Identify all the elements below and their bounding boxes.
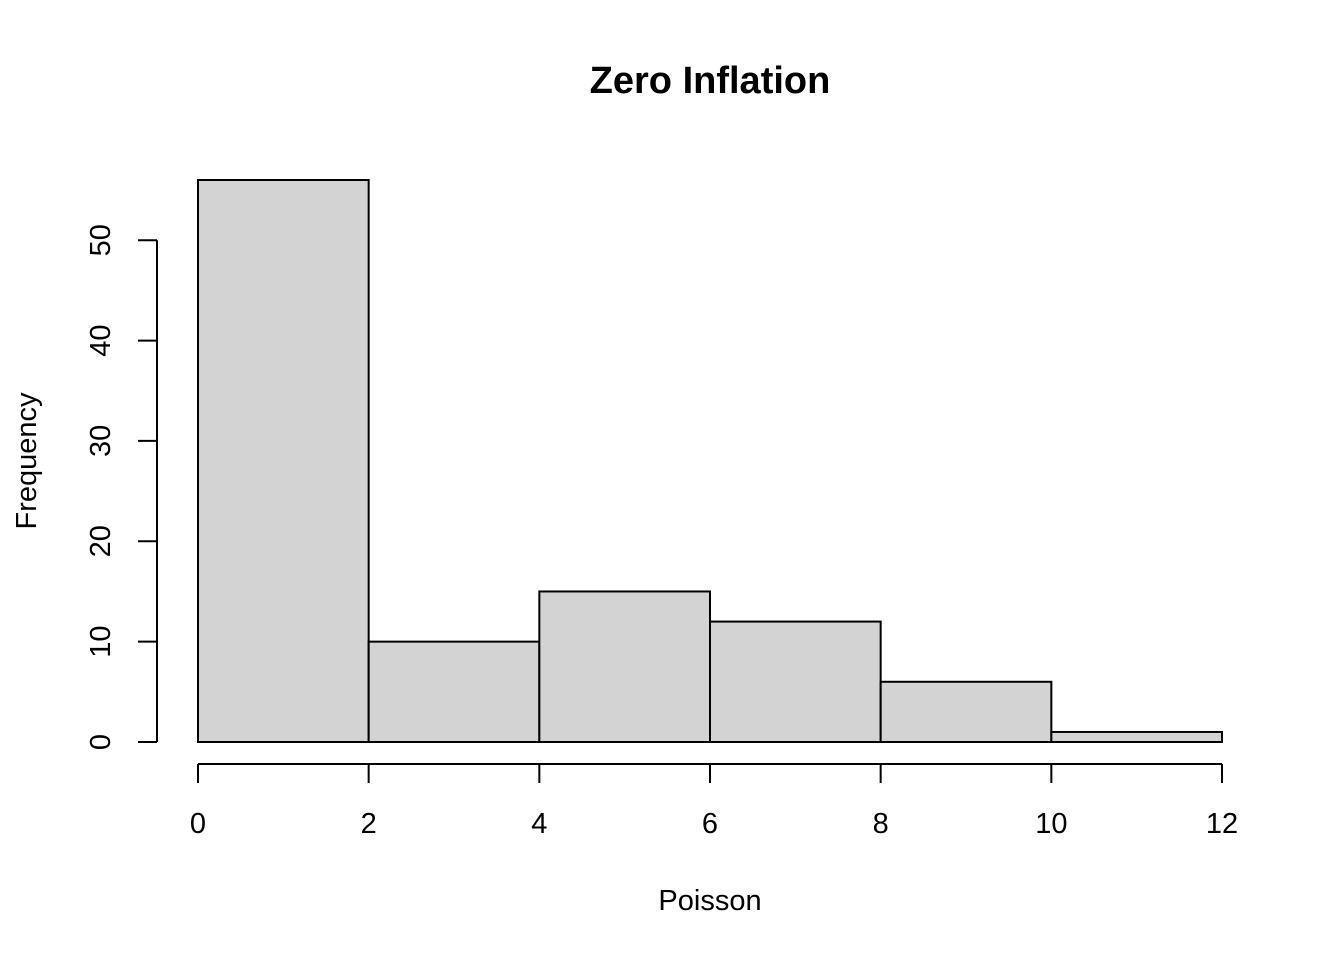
x-tick-label: 6 <box>702 808 718 840</box>
chart-title: Zero Inflation <box>590 60 831 102</box>
x-tick-label: 4 <box>531 808 547 840</box>
y-tick-label: 40 <box>85 324 117 356</box>
histogram-bar-2 <box>538 590 711 744</box>
histogram-bar-3 <box>709 620 882 743</box>
x-tick-label: 8 <box>873 808 889 840</box>
histogram-bar-0 <box>197 179 370 743</box>
y-tick-label: 30 <box>85 425 117 457</box>
histogram-bar-4 <box>879 680 1053 743</box>
y-tick-label: 0 <box>85 734 117 750</box>
y-axis-label: Frequency <box>11 392 43 530</box>
y-axis: 0 10 20 30 40 50 <box>85 224 158 750</box>
y-tick-label: 20 <box>85 525 117 557</box>
x-tick-label: 12 <box>1206 808 1238 840</box>
bars-group <box>197 179 1224 744</box>
y-tick-label: 50 <box>85 224 117 256</box>
y-tick-label: 10 <box>85 626 117 658</box>
x-tick-label: 2 <box>361 808 377 840</box>
histogram-bar-5 <box>1050 730 1224 744</box>
x-tick-label: 0 <box>190 808 206 840</box>
x-tick-label: 10 <box>1035 808 1067 840</box>
x-axis-label: Poisson <box>658 885 761 917</box>
histogram-bar-1 <box>367 640 541 744</box>
x-axis: 0 2 4 6 8 10 12 <box>190 763 1238 840</box>
